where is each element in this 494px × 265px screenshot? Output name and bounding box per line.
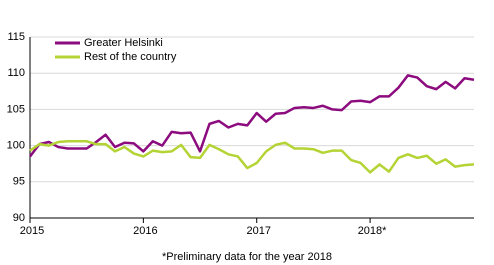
y-tick-label: 115 [7, 31, 25, 43]
x-tick-label: 2016 [133, 225, 157, 237]
series-line [29, 140, 475, 174]
x-tick-label: 2017 [246, 225, 270, 237]
y-tick-label: 110 [7, 67, 25, 79]
legend-label: Greater Helsinki [84, 37, 163, 49]
annotation: *Preliminary data for the year 2018 [162, 251, 332, 263]
legend-label: Rest of the country [84, 51, 177, 63]
x-tick-label: 2015 [20, 225, 44, 237]
y-tick-label: 95 [13, 176, 25, 188]
y-tick-label: 105 [7, 103, 25, 115]
y-tick-label: 100 [7, 140, 25, 152]
x-tick-label: 2018* [358, 225, 387, 237]
y-tick-label: 90 [13, 212, 25, 224]
series-line [29, 74, 475, 158]
